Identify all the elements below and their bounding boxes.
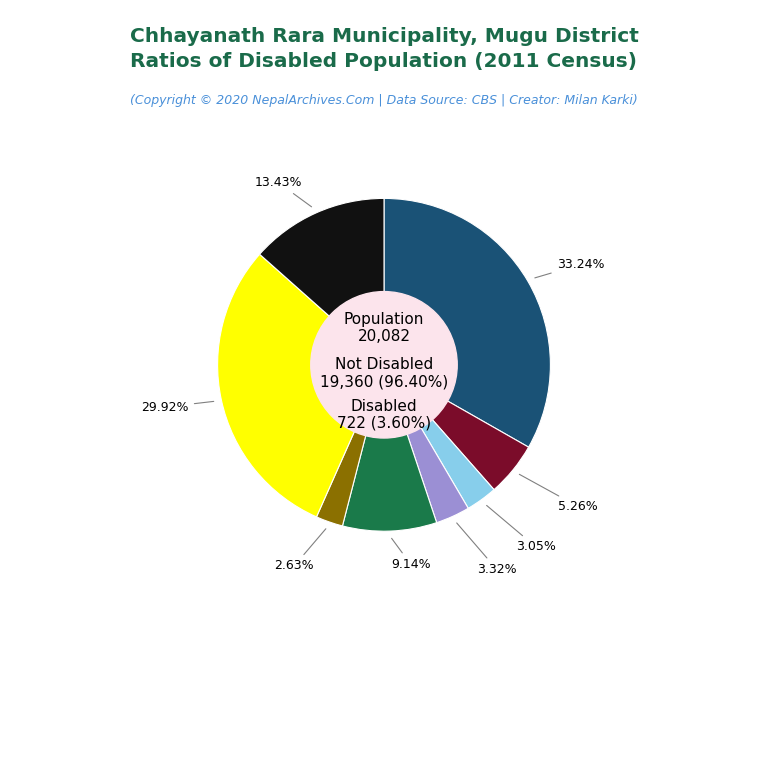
Text: Population
20,082: Population 20,082	[344, 312, 424, 344]
Wedge shape	[384, 365, 468, 523]
Circle shape	[311, 292, 457, 438]
Text: Disabled
722 (3.60%): Disabled 722 (3.60%)	[337, 399, 431, 431]
Text: 9.14%: 9.14%	[391, 538, 431, 571]
Wedge shape	[343, 365, 437, 531]
Text: 33.24%: 33.24%	[535, 258, 604, 278]
Text: 3.32%: 3.32%	[457, 523, 517, 576]
Text: 5.26%: 5.26%	[519, 475, 598, 513]
Text: 2.63%: 2.63%	[274, 529, 326, 572]
Text: Not Disabled
19,360 (96.40%): Not Disabled 19,360 (96.40%)	[320, 357, 448, 389]
Wedge shape	[316, 365, 384, 526]
Wedge shape	[384, 198, 551, 447]
Wedge shape	[260, 198, 384, 365]
Wedge shape	[384, 365, 528, 490]
Text: 3.05%: 3.05%	[487, 505, 555, 553]
Text: 13.43%: 13.43%	[255, 176, 312, 207]
Text: (Copyright © 2020 NepalArchives.Com | Data Source: CBS | Creator: Milan Karki): (Copyright © 2020 NepalArchives.Com | Da…	[130, 94, 638, 107]
Text: 29.92%: 29.92%	[141, 401, 214, 413]
Wedge shape	[384, 365, 494, 508]
Text: Chhayanath Rara Municipality, Mugu District
Ratios of Disabled Population (2011 : Chhayanath Rara Municipality, Mugu Distr…	[130, 27, 638, 71]
Wedge shape	[217, 254, 384, 517]
